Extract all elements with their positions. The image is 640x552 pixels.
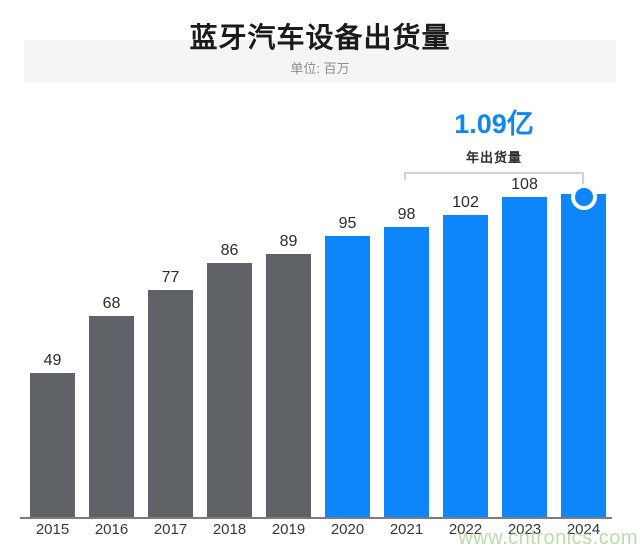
- x-tick-2020: 2020: [330, 521, 365, 538]
- bar-2018: [207, 263, 252, 519]
- bar-2015: [30, 373, 75, 519]
- title-band: [24, 40, 616, 83]
- bar-value-2016: 68: [102, 295, 121, 312]
- x-tick-2015: 2015: [35, 521, 70, 538]
- bar-2019: [266, 254, 311, 519]
- bar-value-2019: 89: [279, 233, 298, 250]
- annotation-bracket-left-tick: [404, 172, 406, 180]
- annotation-bracket-line: [404, 172, 584, 174]
- chart-title: 蓝牙汽车设备出货量: [189, 22, 451, 53]
- bar-value-2018: 86: [220, 242, 239, 259]
- highlight-marker-circle: [570, 184, 597, 210]
- x-tick-2018: 2018: [212, 521, 247, 538]
- bar-2016: [89, 316, 134, 519]
- x-tick-2023: 2023: [507, 521, 542, 538]
- bar-2020: [325, 236, 370, 519]
- bar-value-2021: 98: [397, 206, 416, 223]
- x-tick-2019: 2019: [271, 521, 306, 538]
- bar-value-2022: 102: [452, 194, 479, 211]
- bar-2024: [561, 194, 606, 519]
- annotation-headline: 1.09亿: [454, 109, 534, 139]
- bar-2021: [384, 227, 429, 519]
- bar-value-2023: 108: [511, 176, 538, 193]
- bar-value-2020: 95: [338, 215, 357, 232]
- bar-value-2015: 49: [43, 352, 62, 369]
- bar-2022: [443, 215, 488, 519]
- x-tick-2024: 2024: [566, 521, 601, 538]
- annotation-caption: 年出货量: [465, 150, 522, 165]
- x-axis-line: [20, 517, 612, 519]
- x-tick-2016: 2016: [94, 521, 129, 538]
- unit-label: 单位: 百万: [290, 61, 350, 76]
- bar-2017: [148, 290, 193, 519]
- x-tick-2022: 2022: [448, 521, 483, 538]
- x-tick-2021: 2021: [389, 521, 424, 538]
- bar-value-2017: 77: [161, 269, 180, 286]
- annotation: 1.09亿 年出货量: [408, 108, 580, 166]
- x-tick-2017: 2017: [153, 521, 188, 538]
- annotation-bracket-right-tick: [582, 172, 584, 185]
- bar-2023: [502, 197, 547, 519]
